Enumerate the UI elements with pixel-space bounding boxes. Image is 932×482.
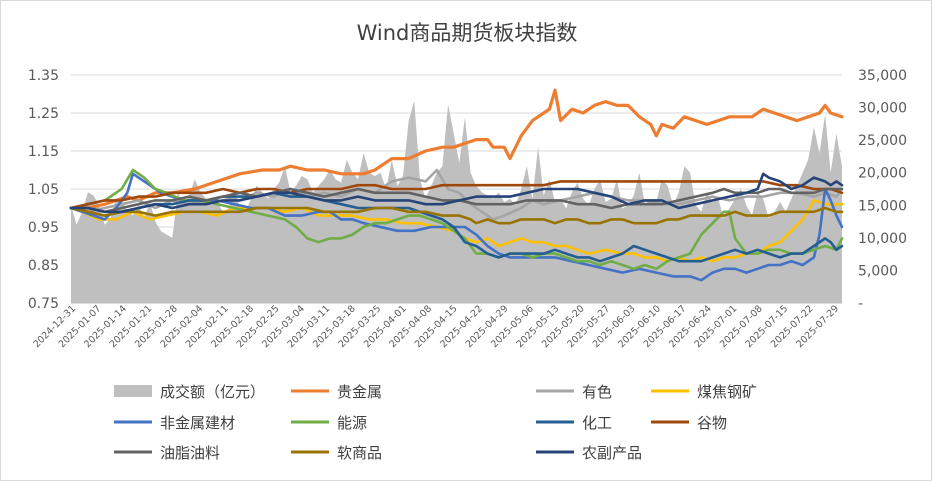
legend-swatch	[114, 385, 152, 397]
legend-label: 成交额（亿元）	[160, 383, 265, 401]
y-right-tick-label: 10,000	[858, 231, 907, 247]
legend-label: 软商品	[337, 444, 382, 462]
y-right-tick-label: 35,000	[858, 68, 907, 84]
series-line-油脂油料	[69, 187, 844, 214]
series-line-化工	[69, 191, 844, 263]
series-line-软商品	[69, 206, 844, 225]
lines-layer	[69, 88, 844, 282]
y-left-tick-label: 1.25	[28, 106, 59, 122]
y-left-tick-label: 1.15	[28, 144, 59, 160]
series-line-贵金属	[69, 88, 844, 210]
y-right-tick-label: 20,000	[858, 166, 907, 182]
legend-label: 能源	[337, 414, 367, 432]
legend-label: 谷物	[697, 414, 727, 432]
legend-label: 贵金属	[337, 383, 382, 401]
y-right-tick-label: -	[858, 296, 863, 312]
legend-label: 化工	[582, 414, 612, 432]
chart-title: Wind商品期货板块指数	[357, 21, 578, 45]
y-left-tick-label: 0.75	[28, 296, 59, 312]
legend-label: 有色	[582, 383, 612, 401]
legend-label: 油脂油料	[160, 444, 220, 462]
y-left-tick-label: 1.05	[28, 182, 59, 198]
y-left-tick-label: 1.35	[28, 68, 59, 84]
y-right-tick-label: 5,000	[858, 263, 898, 279]
y-right-tick-label: 25,000	[858, 133, 907, 149]
y-left-tick-label: 0.95	[28, 220, 59, 236]
y-left-tick-label: 0.85	[28, 258, 59, 274]
series-line-农副产品	[69, 172, 844, 214]
y-right-tick-label: 30,000	[858, 101, 907, 117]
series-line-谷物	[69, 180, 844, 210]
legend-label: 煤焦钢矿	[697, 383, 757, 401]
legend-label: 农副产品	[582, 444, 642, 462]
legend-label: 非金属建材	[160, 414, 235, 432]
y-right-tick-label: 15,000	[858, 198, 907, 214]
